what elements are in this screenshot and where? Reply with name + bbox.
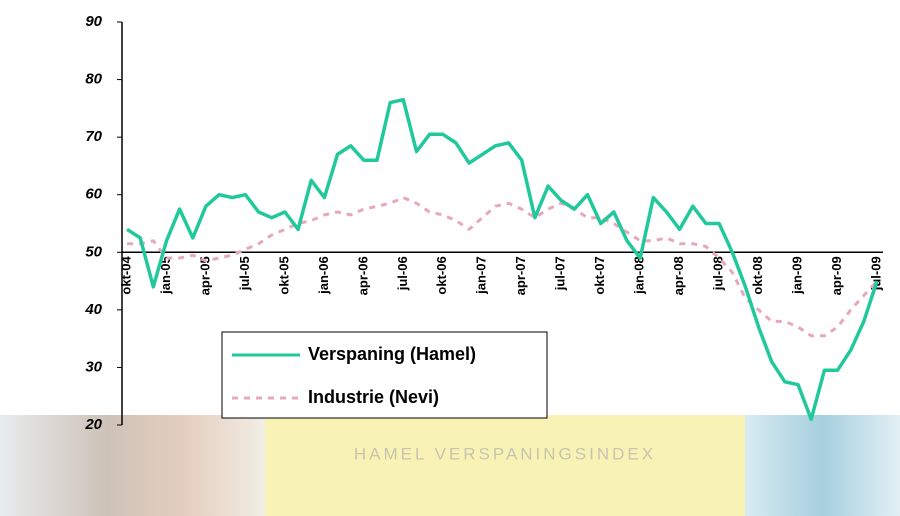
- chart: HAMEL VERSPANINGSINDEX 20 30 40 50 60 70 80 90 o…: [0, 0, 900, 516]
- x-tick-label: jan-06: [316, 256, 331, 295]
- y-tick-label: 70: [85, 128, 102, 145]
- x-tick-label: apr-09: [829, 256, 844, 295]
- x-tick-label: apr-07: [513, 256, 528, 295]
- x-tick-label: jul-06: [395, 256, 410, 291]
- banner-band: [265, 415, 745, 516]
- legend-label: Verspaning (Hamel): [308, 344, 476, 364]
- x-tick-label: okt-04: [118, 256, 133, 295]
- x-tick-label: okt-08: [750, 256, 765, 294]
- banner-photo-left: [0, 415, 265, 516]
- y-tick-label: 90: [85, 13, 102, 30]
- banner-text: HAMEL VERSPANINGSINDEX: [354, 444, 656, 463]
- legend-label: Industrie (Nevi): [308, 387, 439, 407]
- y-tick-label: 20: [84, 416, 102, 433]
- x-tick-label: jul-07: [553, 256, 568, 291]
- y-tick-label: 80: [85, 71, 102, 88]
- y-tick-label: 60: [85, 186, 102, 203]
- x-tick-label: okt-05: [276, 256, 291, 294]
- x-tick-label: okt-06: [434, 256, 449, 294]
- y-tick-label: 30: [85, 358, 102, 375]
- y-tick-label: 40: [84, 301, 102, 318]
- x-tick-label: apr-06: [355, 256, 370, 295]
- y-tick-label: 50: [85, 243, 102, 260]
- x-tick-label: jan-07: [474, 256, 489, 295]
- x-tick-label: apr-08: [671, 256, 686, 295]
- x-tick-label: apr-05: [197, 256, 212, 295]
- x-tick-label: okt-07: [592, 256, 607, 294]
- banner-photo-right: [745, 415, 900, 516]
- x-tick-label: jul-05: [237, 256, 252, 291]
- x-tick-label: jan-08: [632, 256, 647, 295]
- x-tick-label: jan-09: [789, 256, 804, 295]
